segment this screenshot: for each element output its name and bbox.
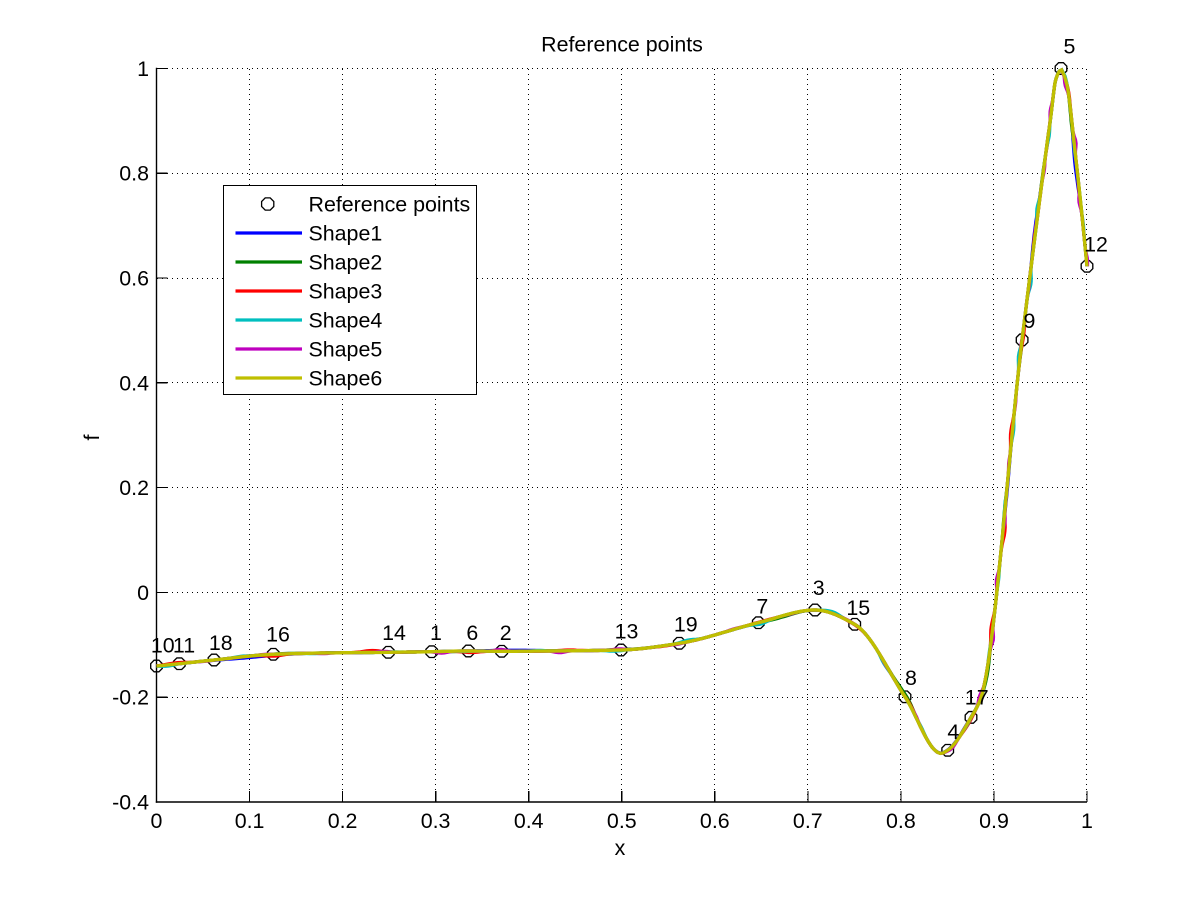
svg-text:3: 3 xyxy=(813,576,825,600)
svg-text:6: 6 xyxy=(466,621,478,645)
svg-text:0.2: 0.2 xyxy=(328,809,358,833)
svg-text:-0.4: -0.4 xyxy=(112,791,149,815)
svg-text:12: 12 xyxy=(1084,233,1108,257)
svg-text:1: 1 xyxy=(430,621,442,645)
svg-text:f: f xyxy=(80,434,104,440)
svg-text:0.5: 0.5 xyxy=(607,809,637,833)
svg-text:2: 2 xyxy=(500,621,512,645)
svg-text:0: 0 xyxy=(151,809,163,833)
svg-text:5: 5 xyxy=(1064,34,1076,58)
svg-text:Shape6: Shape6 xyxy=(309,367,383,391)
svg-text:19: 19 xyxy=(674,613,698,637)
svg-text:x: x xyxy=(615,836,626,860)
svg-text:14: 14 xyxy=(382,621,406,645)
svg-text:0.8: 0.8 xyxy=(119,162,149,186)
svg-text:-0.2: -0.2 xyxy=(112,686,149,710)
svg-text:4: 4 xyxy=(947,720,959,744)
svg-text:9: 9 xyxy=(1024,309,1036,333)
svg-text:Shape3: Shape3 xyxy=(309,280,383,304)
svg-text:18: 18 xyxy=(209,631,233,655)
svg-text:0: 0 xyxy=(137,581,149,605)
svg-text:0.9: 0.9 xyxy=(979,809,1009,833)
svg-text:1: 1 xyxy=(1081,809,1093,833)
svg-text:1: 1 xyxy=(137,57,149,81)
svg-text:0.3: 0.3 xyxy=(421,809,451,833)
svg-text:10: 10 xyxy=(151,634,175,658)
svg-text:7: 7 xyxy=(756,594,768,618)
svg-text:Shape2: Shape2 xyxy=(309,251,383,275)
svg-text:15: 15 xyxy=(846,596,870,620)
svg-text:13: 13 xyxy=(615,619,639,643)
svg-text:Shape4: Shape4 xyxy=(309,309,383,333)
svg-text:0.7: 0.7 xyxy=(793,809,823,833)
svg-text:0.1: 0.1 xyxy=(235,809,265,833)
svg-text:0.4: 0.4 xyxy=(119,371,149,395)
svg-text:17: 17 xyxy=(965,686,989,710)
svg-text:0.6: 0.6 xyxy=(700,809,730,833)
svg-text:Reference points: Reference points xyxy=(541,32,703,56)
svg-text:Shape5: Shape5 xyxy=(309,338,383,362)
svg-text:Reference points: Reference points xyxy=(309,193,471,217)
svg-text:0.8: 0.8 xyxy=(886,809,916,833)
svg-text:0.4: 0.4 xyxy=(514,809,544,833)
svg-text:8: 8 xyxy=(905,666,917,690)
svg-text:11: 11 xyxy=(173,634,195,658)
svg-text:Shape1: Shape1 xyxy=(309,222,383,246)
svg-text:0.2: 0.2 xyxy=(119,476,149,500)
svg-text:16: 16 xyxy=(266,623,290,647)
svg-text:0.6: 0.6 xyxy=(119,267,149,291)
